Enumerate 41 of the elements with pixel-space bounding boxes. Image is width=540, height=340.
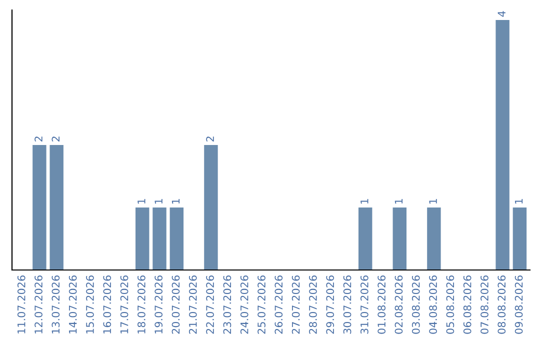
x-tick-label: 06.08.2026: [463, 276, 472, 334]
x-tick-label: 20.07.2026: [172, 276, 180, 334]
data-label: 1: [514, 199, 523, 204]
data-label: 2: [52, 136, 60, 142]
data-label: 1: [360, 199, 368, 204]
data-label: 1: [138, 199, 146, 204]
x-tick-label: 17.07.2026: [120, 276, 128, 334]
x-tick-label: 13.07.2026: [52, 276, 60, 334]
x-tick-label: 18.07.2026: [138, 276, 146, 334]
x-tick-label: 30.07.2026: [343, 276, 352, 334]
data-label: 2: [206, 136, 214, 142]
x-tick-label: 12.07.2026: [34, 276, 42, 334]
x-tick-label: 29.07.2026: [326, 276, 334, 334]
x-tick-label: 11.07.2026: [17, 276, 26, 334]
x-tick-label: 16.07.2026: [103, 276, 112, 334]
data-label: 1: [172, 199, 180, 204]
data-label: 1: [429, 199, 437, 204]
x-tick-label: 08.08.2026: [498, 276, 506, 334]
x-tick-label: 23.07.2026: [223, 276, 232, 334]
x-tick-label: 01.08.2026: [378, 276, 386, 334]
x-tick-label: 26.07.2026: [274, 276, 283, 334]
data-label: 2: [34, 136, 42, 142]
x-tick-label: 09.08.2026: [514, 276, 523, 334]
x-tick-label: 25.07.2026: [258, 276, 266, 334]
x-tick-label: 02.08.2026: [394, 276, 403, 334]
x-tick-label: 03.08.2026: [412, 276, 420, 334]
x-tick-label: 15.07.2026: [86, 276, 94, 334]
x-tick-label: 21.07.2026: [188, 276, 197, 334]
x-tick-label: 04.08.2026: [429, 276, 437, 334]
x-tick-label: 24.07.2026: [240, 276, 248, 334]
data-label: 4: [498, 11, 506, 17]
x-tick-label: 05.08.2026: [446, 276, 454, 334]
x-tick-label: 07.08.2026: [480, 276, 488, 334]
x-tick-label: 19.07.2026: [154, 276, 163, 334]
data-label: 1: [154, 199, 162, 204]
data-label: 1: [394, 199, 403, 204]
x-tick-label: 31.07.2026: [360, 276, 368, 334]
x-tick-label: 14.07.2026: [68, 276, 77, 334]
x-tick-label: 22.07.2026: [206, 276, 214, 334]
x-tick-label: 27.07.2026: [292, 276, 300, 334]
x-tick-label: 28.07.2026: [309, 276, 317, 334]
